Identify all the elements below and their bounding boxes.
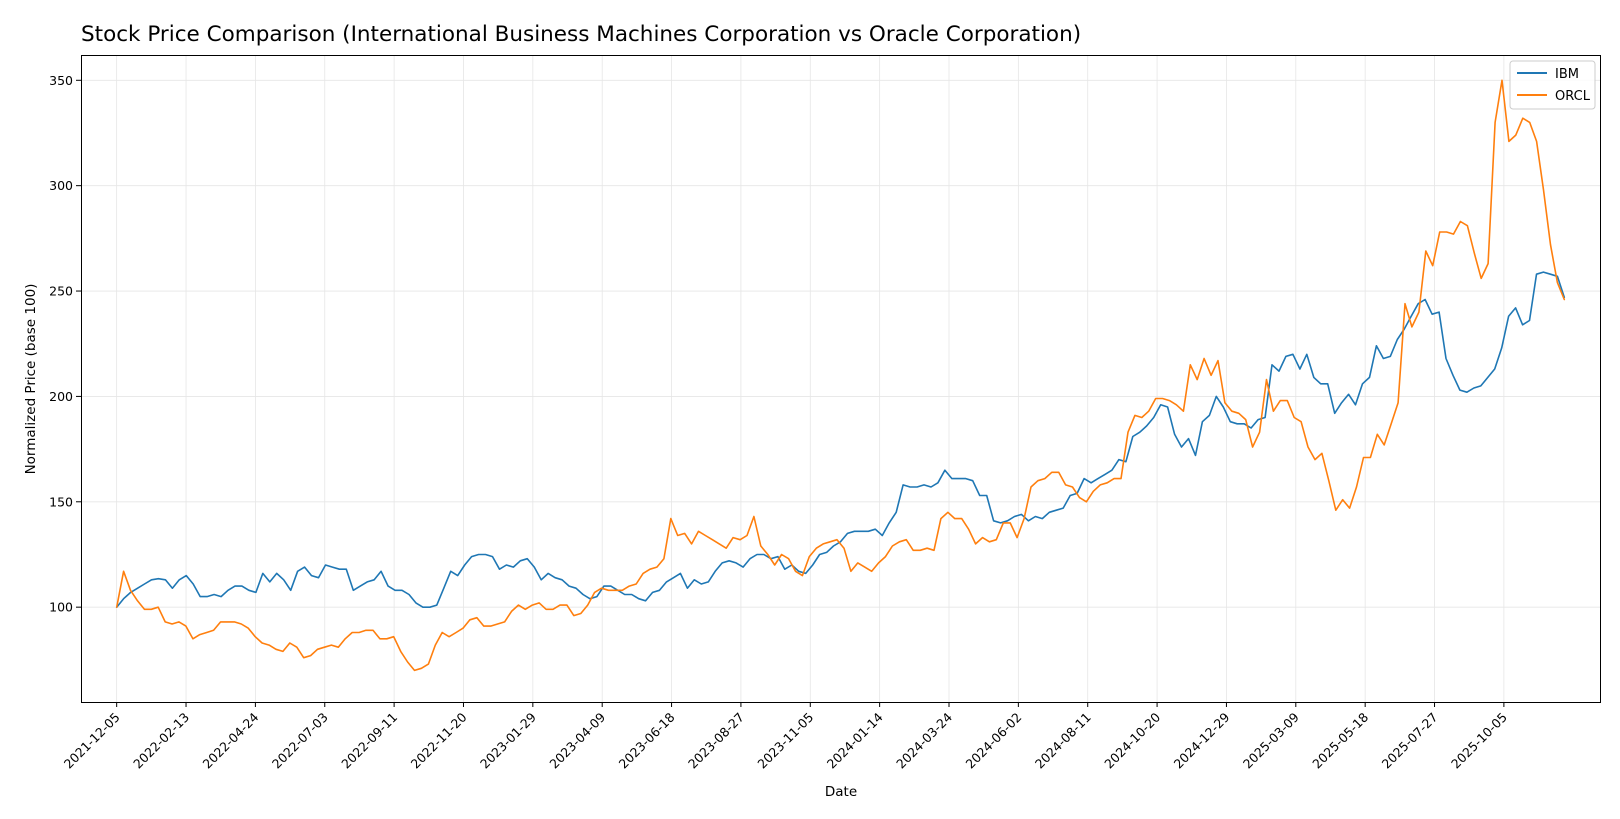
legend-label-orcl: ORCL: [1555, 89, 1591, 104]
y-tick-label: 150: [49, 494, 73, 509]
legend: IBM ORCL: [1509, 60, 1596, 110]
plot-frame: [81, 55, 1601, 703]
x-tick-label: 2025-05-18: [1309, 709, 1371, 771]
y-tick-label: 300: [49, 178, 73, 193]
x-tick-label: 2023-06-18: [616, 709, 678, 771]
x-tick-label: 2021-12-05: [61, 710, 123, 772]
x-tick-label: 2024-01-14: [824, 709, 886, 771]
x-tick-label: 2024-08-11: [1032, 710, 1094, 772]
x-tick-label: 2025-10-05: [1448, 710, 1510, 772]
series-line-ibm: [115, 271, 1566, 609]
series-lines: [115, 79, 1566, 672]
series-line-orcl: [115, 79, 1566, 672]
x-tick-label: 2022-09-11: [338, 710, 400, 772]
x-tick-label: 2025-03-09: [1240, 709, 1302, 771]
x-tick-label: 2022-04-24: [200, 709, 262, 771]
legend-label-ibm: IBM: [1555, 67, 1579, 82]
x-tick-label: 2022-07-03: [269, 710, 331, 772]
x-tick-label: 2023-11-05: [754, 710, 816, 772]
y-tick-label: 350: [49, 73, 73, 88]
y-axis-ticks: 100 150 200 250 300 350: [49, 73, 81, 615]
grid: [81, 55, 1600, 702]
x-tick-label: 2024-06-02: [962, 710, 1024, 772]
y-tick-label: 200: [49, 389, 73, 404]
x-tick-label: 2024-12-29: [1171, 709, 1233, 771]
x-tick-label: 2023-08-27: [685, 710, 747, 772]
y-tick-label: 100: [49, 600, 73, 615]
x-tick-label: 2025-07-27: [1379, 710, 1441, 772]
y-tick-label: 250: [49, 284, 73, 299]
x-tick-label: 2024-10-20: [1101, 709, 1163, 771]
chart-title: Stock Price Comparison (International Bu…: [81, 22, 1081, 47]
x-tick-label: 2024-03-24: [893, 709, 955, 771]
x-tick-label: 2022-02-13: [130, 710, 192, 772]
x-tick-label: 2022-11-20: [408, 709, 470, 771]
y-axis-label: Normalized Price (base 100): [23, 284, 39, 475]
x-axis-ticks: 2021-12-05 2022-02-13 2022-04-24 2022-07-03…: [61, 702, 1510, 771]
x-tick-label: 2023-01-29: [477, 709, 539, 771]
x-axis-label: Date: [825, 784, 857, 800]
x-tick-label: 2023-04-09: [546, 709, 608, 771]
